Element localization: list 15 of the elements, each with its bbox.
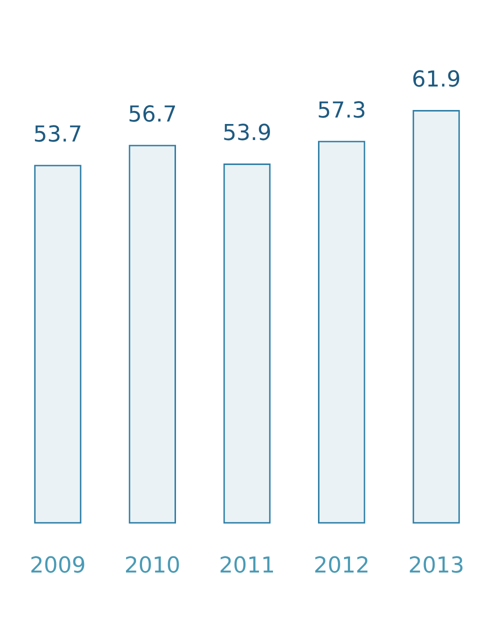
data-label: 61.9: [412, 68, 461, 93]
bar: [128, 144, 176, 524]
x-tick-label: 2011: [219, 554, 275, 579]
x-tick-label: 2013: [408, 554, 464, 579]
bar: [318, 140, 366, 524]
x-tick-label: 2012: [314, 554, 370, 579]
data-label: 56.7: [128, 102, 177, 128]
bar: [34, 164, 82, 524]
x-tick-label: 2010: [124, 554, 180, 579]
data-label: 53.7: [33, 122, 82, 148]
bar: [412, 110, 460, 524]
bar: [223, 163, 271, 524]
data-label: 57.3: [317, 98, 366, 124]
data-label: 53.9: [222, 121, 272, 146]
x-tick-label: 2009: [30, 554, 86, 579]
